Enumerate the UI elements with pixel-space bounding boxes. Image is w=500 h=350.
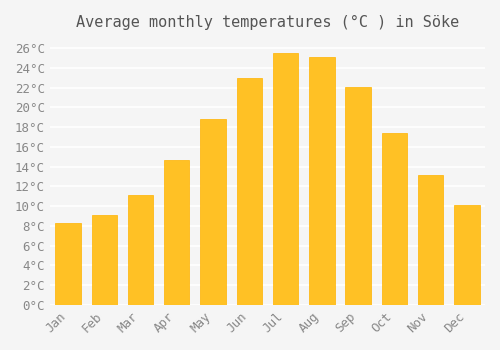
Bar [418,175,444,305]
Bar [56,223,80,305]
Bar [454,205,479,305]
Bar [92,215,117,305]
Title: Average monthly temperatures (°C ) in Söke: Average monthly temperatures (°C ) in Sö… [76,15,459,30]
Bar [200,119,226,305]
Bar [346,86,371,305]
Bar [236,78,262,305]
Bar [309,57,334,305]
Bar [128,195,153,305]
Bar [382,133,407,305]
Bar [273,53,298,305]
Bar [164,160,190,305]
